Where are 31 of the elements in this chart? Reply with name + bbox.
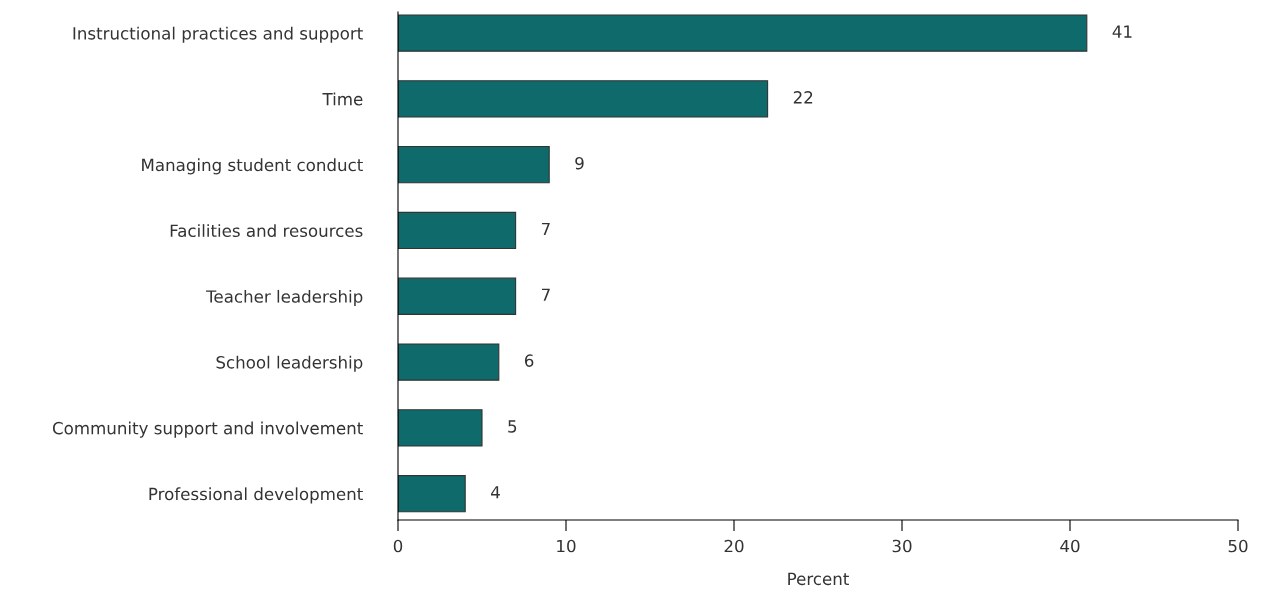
bar [398, 80, 769, 118]
data-label: 22 [793, 91, 813, 104]
x-tick-label: 20 [724, 539, 744, 553]
x-tick-label: 10 [557, 539, 576, 553]
y-tick-label: Professional development [149, 487, 363, 504]
bar [398, 14, 1088, 52]
x-axis-title: Percent [788, 572, 849, 586]
x-tick-label: 50 [1228, 539, 1248, 553]
x-tick-label: 0 [393, 539, 403, 553]
bar [398, 146, 550, 184]
data-label: 7 [541, 222, 550, 236]
x-tick-label: 30 [892, 539, 912, 553]
data-label: 6 [524, 354, 534, 367]
y-tick-label: Managing student conduct [142, 158, 363, 175]
y-tick-label: Community support and involvement [52, 421, 363, 438]
x-tick-label: 40 [1060, 539, 1080, 553]
data-label: 4 [491, 486, 500, 499]
y-tick-label: Instructional practices and support [73, 26, 363, 43]
data-label: 41 [1112, 25, 1132, 38]
bar [398, 277, 517, 315]
y-tick-label: Teacher leadership [206, 289, 363, 307]
data-label: 9 [575, 156, 584, 170]
data-label: 5 [508, 420, 517, 433]
bar [398, 211, 517, 250]
bar [398, 475, 466, 513]
y-tick-label: Facilities and resources [170, 224, 363, 238]
y-tick-label: Time [322, 92, 363, 106]
bar [398, 409, 483, 447]
y-tick-label: School leadership [216, 355, 363, 372]
bar [398, 343, 500, 381]
data-label: 7 [541, 288, 550, 301]
